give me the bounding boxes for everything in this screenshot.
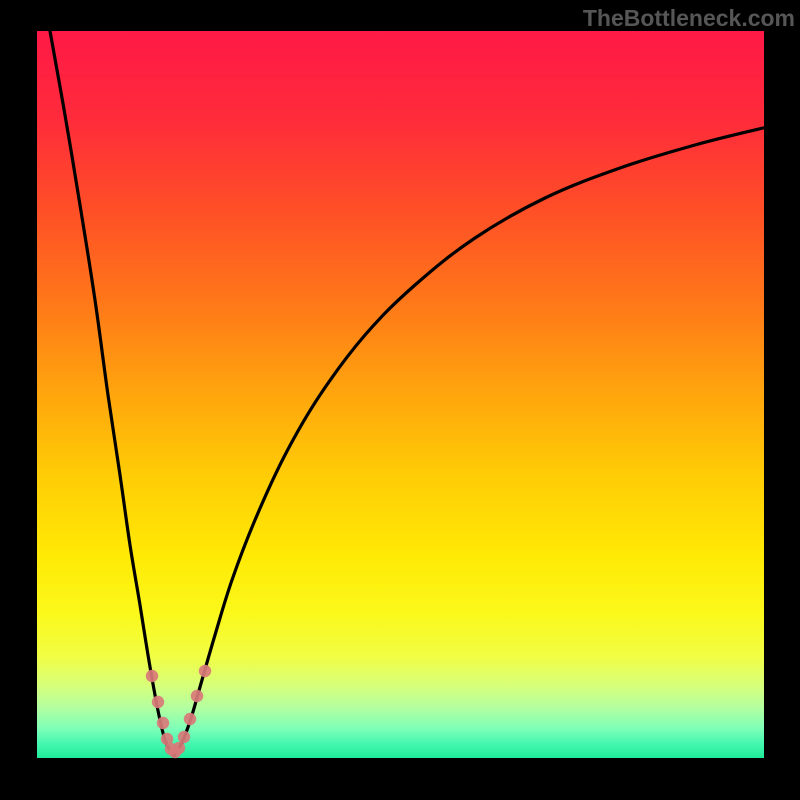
bottom-marker <box>173 742 185 754</box>
figure-root: TheBottleneck.com <box>0 0 800 800</box>
watermark-text: TheBottleneck.com <box>583 5 795 32</box>
bottom-marker <box>152 696 164 708</box>
bottom-marker <box>178 731 190 743</box>
bottom-marker <box>191 690 203 702</box>
bottom-marker <box>146 670 158 682</box>
bottom-marker <box>199 665 211 677</box>
bottom-marker <box>184 713 196 725</box>
bottom-marker <box>157 717 169 729</box>
chart-svg <box>37 31 764 758</box>
chart-area <box>37 31 764 758</box>
